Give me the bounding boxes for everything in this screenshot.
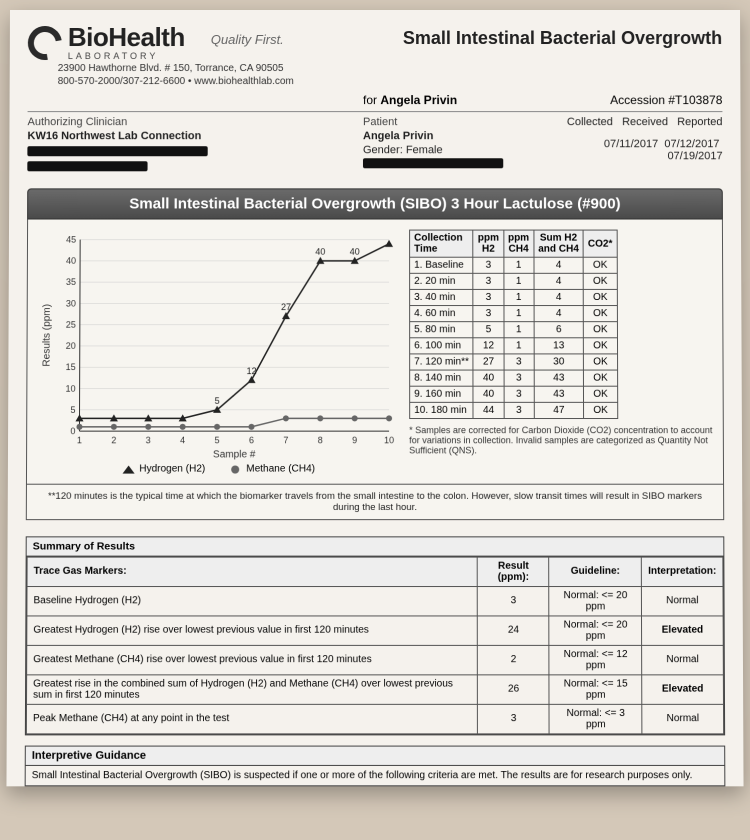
gender-value: Female (406, 144, 443, 156)
svg-text:40: 40 (315, 247, 325, 257)
summary-block: Summary of Results Trace Gas Markers:Res… (25, 536, 725, 735)
svg-text:6: 6 (249, 435, 254, 445)
legend-ch4: Methane (CH4) (228, 463, 315, 474)
brand-name: BioHealth (68, 22, 185, 53)
svg-text:40: 40 (350, 247, 360, 257)
chart-legend: Hydrogen (H2) Methane (CH4) (37, 463, 399, 477)
co2-footnote: * Samples are corrected for Carbon Dioxi… (409, 425, 713, 455)
svg-text:5: 5 (215, 396, 220, 406)
svg-text:30: 30 (66, 298, 76, 308)
gender-row: Gender: Female (363, 144, 563, 156)
circle-icon (228, 464, 242, 474)
for-patient: for Angela Privin (363, 93, 457, 107)
accession-number: T103878 (675, 93, 722, 107)
svg-text:45: 45 (66, 235, 76, 245)
gender-label: Gender: (363, 144, 406, 156)
svg-text:4: 4 (180, 435, 185, 445)
meta-block: Authorizing Clinician KW16 Northwest Lab… (27, 116, 722, 174)
patient-name: Angela Privin (363, 130, 563, 142)
svg-text:25: 25 (66, 320, 76, 330)
svg-text:1: 1 (77, 435, 82, 445)
redacted-line (27, 146, 207, 156)
svg-text:5: 5 (70, 405, 75, 415)
svg-text:5: 5 (215, 435, 220, 445)
lab-report-page: BioHealth LABORATORY Quality First. Smal… (6, 10, 743, 786)
received-date: 07/12/2017 (664, 138, 719, 150)
accession: Accession #T103878 (610, 93, 722, 107)
svg-text:10: 10 (384, 435, 394, 445)
collection-table: CollectionTimeppmH2ppmCH4Sum H2and CH4CO… (409, 230, 618, 419)
svg-text:2: 2 (111, 435, 116, 445)
svg-text:0: 0 (70, 426, 75, 436)
svg-text:20: 20 (66, 341, 76, 351)
interpretive-title: Interpretive Guidance (26, 746, 725, 765)
svg-text:35: 35 (66, 277, 76, 287)
tagline: Quality First. (211, 32, 284, 47)
svg-text:15: 15 (66, 362, 76, 372)
reported-date: 07/19/2017 (667, 150, 722, 162)
logo: BioHealth LABORATORY (28, 22, 185, 61)
date-values-row: 07/11/2017 07/12/2017 07/19/2017 (563, 138, 722, 162)
svg-text:3: 3 (146, 435, 151, 445)
svg-text:40: 40 (66, 256, 76, 266)
auth-value: KW16 Northwest Lab Connection (27, 130, 363, 142)
chart-panel: 05101520253035404512345678910512274040Re… (26, 220, 724, 485)
interpretive-block: Interpretive Guidance Small Intestinal B… (25, 745, 726, 786)
results-chart: 05101520253035404512345678910512274040Re… (37, 230, 399, 478)
legend-h2: Hydrogen (H2) (121, 463, 205, 474)
svg-text:7: 7 (283, 435, 288, 445)
reported-label: Reported (677, 116, 722, 128)
redacted-line (27, 161, 147, 171)
address-line2: 800-570-2000/307-212-6600 • www.biohealt… (28, 76, 723, 87)
accession-label: Accession # (610, 93, 675, 107)
summary-table: Trace Gas Markers:Result (ppm):Guideline… (26, 556, 724, 734)
summary-title: Summary of Results (27, 537, 724, 556)
for-prefix: for (363, 93, 380, 107)
patient-label: Patient (363, 116, 563, 128)
collected-label: Collected (567, 116, 613, 128)
redacted-line (363, 158, 503, 168)
triangle-icon (121, 464, 135, 474)
legend-ch4-label: Methane (CH4) (246, 463, 315, 474)
svg-text:12: 12 (247, 366, 257, 376)
logo-c-icon (21, 19, 68, 66)
date-header-row: Collected Received Reported (563, 116, 722, 128)
report-title: Small Intestinal Bacterial Overgrowth (403, 28, 722, 49)
for-row: for Angela Privin Accession #T103878 (28, 93, 723, 112)
test-banner: Small Intestinal Bacterial Overgrowth (S… (27, 188, 723, 219)
auth-label: Authorizing Clinician (27, 116, 362, 128)
svg-text:27: 27 (281, 302, 291, 312)
address-line1: 23900 Hawthorne Blvd. # 150, Torrance, C… (28, 63, 723, 74)
interpretive-body: Small Intestinal Bacterial Overgrowth (S… (26, 765, 725, 784)
line-chart-svg: 05101520253035404512345678910512274040Re… (37, 230, 399, 462)
received-label: Received (622, 116, 668, 128)
transit-footnote: **120 minutes is the typical time at whi… (26, 484, 724, 519)
legend-h2-label: Hydrogen (H2) (139, 463, 205, 474)
header: BioHealth LABORATORY Quality First. Smal… (28, 22, 722, 61)
for-name: Angela Privin (380, 93, 457, 107)
svg-text:Results (ppm): Results (ppm) (42, 304, 53, 367)
svg-text:Sample #: Sample # (213, 449, 256, 460)
data-table-wrap: CollectionTimeppmH2ppmCH4Sum H2and CH4CO… (409, 230, 713, 478)
svg-text:9: 9 (352, 435, 357, 445)
collected-date: 07/11/2017 (604, 138, 658, 150)
svg-text:10: 10 (66, 383, 76, 393)
svg-text:8: 8 (318, 435, 323, 445)
